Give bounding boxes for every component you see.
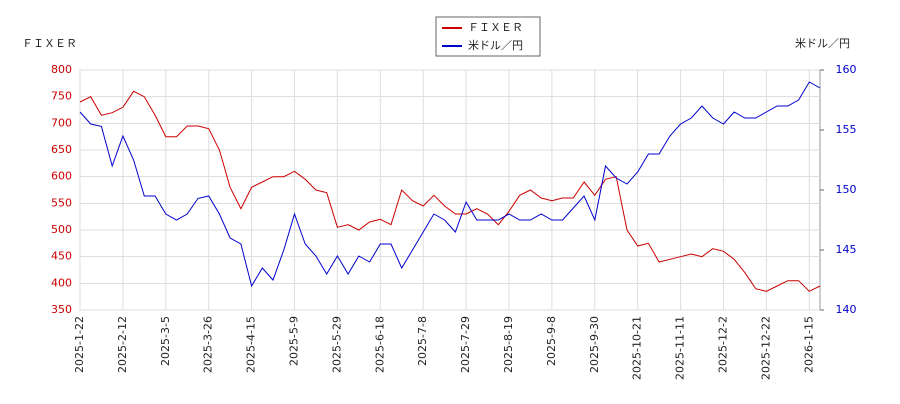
x-tick-label: 2025-9-30 xyxy=(588,316,601,373)
x-tick-label: 2025-3-5 xyxy=(159,316,172,366)
y2-tick-label: 160 xyxy=(836,63,857,76)
y-tick-label: 800 xyxy=(51,63,72,76)
y-tick-label: 550 xyxy=(51,196,72,209)
x-tick-label: 2025-2-12 xyxy=(116,316,129,373)
plot-area xyxy=(79,69,821,311)
y2-axis-label: 米ドル／円 xyxy=(795,37,850,50)
x-tick-label: 2026-1-15 xyxy=(802,316,815,373)
x-tick-label: 2025-4-15 xyxy=(245,316,258,373)
legend-label: 米ドル／円 xyxy=(468,39,523,52)
y-tick-label: 750 xyxy=(51,90,72,103)
line-series xyxy=(79,81,821,288)
x-tick-label: 2025-11-11 xyxy=(674,316,687,380)
y-tick-label: 500 xyxy=(51,223,72,236)
y-tick-label: 600 xyxy=(51,170,72,183)
y-tick-label: 400 xyxy=(51,276,72,289)
y2-tick-label: 150 xyxy=(836,183,857,196)
x-tick-label: 2025-7-29 xyxy=(459,316,472,373)
x-tick-label: 2025-9-8 xyxy=(545,316,558,366)
line-series xyxy=(79,90,821,292)
y2-tick-label: 145 xyxy=(836,243,857,256)
x-tick-label: 2025-6-18 xyxy=(373,316,386,373)
legend-label: ＦＩＸＥＲ xyxy=(468,21,523,34)
x-tick-label: 2025-1-22 xyxy=(73,316,86,373)
y2-tick-label: 155 xyxy=(836,123,857,136)
y-tick-label: 650 xyxy=(51,143,72,156)
x-tick-label: 2025-7-8 xyxy=(416,316,429,366)
x-tick-label: 2025-12-2 xyxy=(716,316,729,373)
x-tick-label: 2025-12-22 xyxy=(759,316,772,380)
x-tick-label: 2025-10-21 xyxy=(631,316,644,380)
x-tick-label: 2025-8-19 xyxy=(502,316,515,373)
x-tick-label: 2025-5-29 xyxy=(330,316,343,373)
y-axis-label: ＦＩＸＥＲ xyxy=(22,37,77,50)
y-tick-label: 450 xyxy=(51,250,72,263)
y-tick-label: 700 xyxy=(51,116,72,129)
y-tick-label: 350 xyxy=(51,303,72,316)
legend xyxy=(435,16,541,57)
x-tick-label: 2025-3-26 xyxy=(202,316,215,373)
x-tick-label: 2025-5-9 xyxy=(287,316,300,366)
y2-tick-label: 140 xyxy=(836,303,857,316)
